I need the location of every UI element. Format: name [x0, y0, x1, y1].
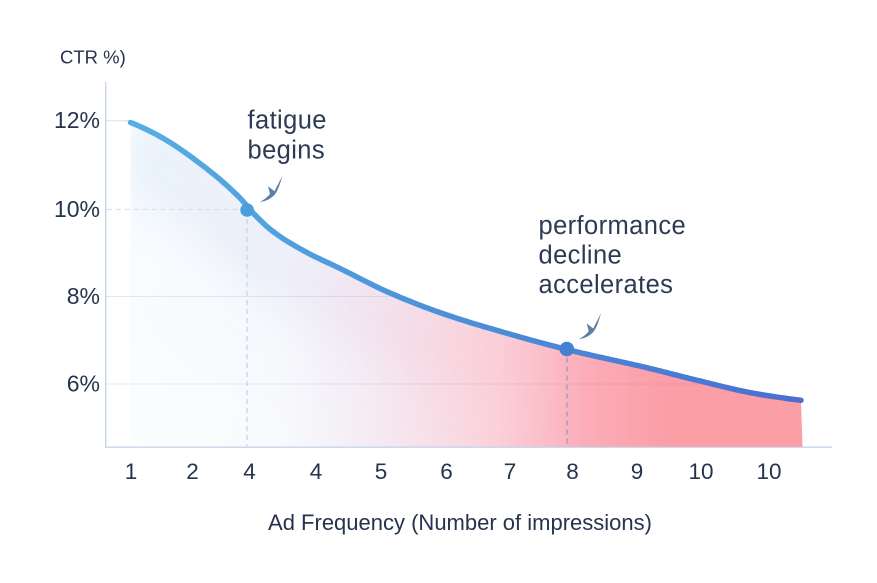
svg-text:begins: begins [248, 137, 326, 165]
svg-text:8: 8 [566, 459, 579, 484]
svg-text:10%: 10% [54, 196, 100, 222]
svg-text:4: 4 [310, 459, 323, 484]
svg-text:fatigue: fatigue [248, 107, 327, 135]
svg-text:2: 2 [186, 459, 199, 484]
svg-text:CTR %): CTR %) [60, 47, 126, 68]
svg-text:5: 5 [375, 459, 388, 484]
svg-text:6%: 6% [67, 371, 100, 397]
svg-text:8%: 8% [67, 283, 100, 309]
svg-text:accelerates: accelerates [539, 271, 674, 299]
svg-text:performance: performance [539, 212, 687, 240]
svg-text:decline: decline [539, 242, 623, 270]
svg-text:1: 1 [125, 459, 138, 484]
svg-text:9: 9 [631, 459, 644, 484]
svg-text:10: 10 [756, 459, 781, 484]
svg-text:6: 6 [440, 459, 453, 484]
svg-text:4: 4 [243, 459, 256, 484]
svg-text:Ad Frequency (Number of impres: Ad Frequency (Number of impressions) [268, 510, 652, 535]
svg-text:7: 7 [504, 459, 517, 484]
svg-text:10: 10 [688, 459, 713, 484]
svg-text:12%: 12% [54, 107, 100, 133]
